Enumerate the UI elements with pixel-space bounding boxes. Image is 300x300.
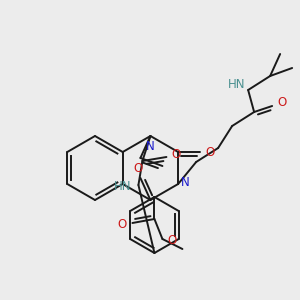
Text: O: O (168, 235, 177, 248)
Text: O: O (172, 148, 181, 161)
Text: HN: HN (114, 181, 131, 194)
Text: HN: HN (227, 79, 245, 92)
Text: N: N (181, 176, 190, 188)
Text: O: O (206, 146, 215, 158)
Text: N: N (146, 140, 155, 152)
Text: O: O (118, 218, 127, 232)
Text: O: O (134, 161, 143, 175)
Text: O: O (278, 95, 287, 109)
